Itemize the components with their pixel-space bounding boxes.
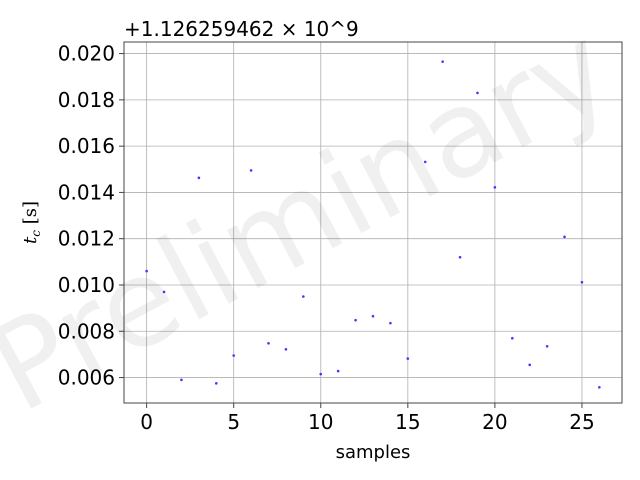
y-axis-label-var: t: [20, 236, 41, 244]
x-tick-label: 25: [569, 410, 594, 434]
y-axis-label-unit: [s]: [20, 201, 41, 230]
data-point: [284, 348, 288, 351]
y-tick-label: 0.016: [58, 134, 115, 158]
data-point: [476, 91, 479, 95]
grid: [124, 42, 622, 403]
data-point: [336, 369, 340, 373]
data-point: [598, 385, 601, 389]
data-point: [232, 354, 235, 357]
x-tick-label: 5: [227, 410, 240, 434]
y-tick-label: 0.010: [58, 273, 115, 297]
data-point: [214, 382, 218, 385]
y-tick-label: 0.020: [58, 42, 115, 66]
data-point: [249, 169, 253, 172]
data-points: [145, 60, 601, 389]
data-point: [389, 321, 392, 325]
data-point: [458, 255, 462, 259]
y-axis-label: tc [s]: [20, 201, 43, 244]
data-point: [197, 176, 201, 180]
data-point: [162, 290, 166, 294]
data-point: [145, 269, 148, 273]
data-point: [580, 280, 584, 284]
data-point: [406, 357, 410, 360]
data-point: [511, 336, 514, 340]
x-axis-label: samples: [336, 442, 411, 463]
data-point: [545, 345, 549, 348]
y-axis-label-sub: c: [29, 230, 43, 237]
data-point: [302, 295, 305, 298]
data-point: [441, 60, 444, 63]
x-tick-label: 15: [395, 410, 420, 434]
data-point: [319, 372, 323, 376]
y-tick-label: 0.006: [58, 366, 115, 390]
x-tick-label: 0: [140, 410, 153, 434]
plot-frame: [123, 41, 623, 404]
data-point: [371, 314, 375, 318]
y-tick-label: 0.008: [58, 319, 115, 343]
data-point: [267, 341, 270, 345]
x-axis-ticks: 0 5 10 15 20 25: [140, 403, 595, 434]
preliminary-watermark: Preliminary: [0, 0, 633, 440]
data-point: [423, 160, 427, 164]
y-tick-label: 0.012: [58, 227, 115, 251]
data-point: [493, 186, 497, 189]
y-axis-ticks: 0.006 0.008 0.010 0.012 0.014 0.016 0.018 0.020: [58, 42, 124, 390]
data-point: [528, 363, 532, 367]
axis-offset-label: +1.126259462 × 10^9: [124, 17, 359, 41]
x-tick-label: 20: [482, 410, 507, 434]
data-point: [354, 318, 357, 322]
y-tick-label: 0.018: [58, 88, 115, 112]
data-point: [180, 378, 183, 382]
x-tick-label: 10: [308, 410, 333, 434]
data-point: [563, 235, 566, 239]
y-tick-label: 0.014: [58, 180, 115, 204]
